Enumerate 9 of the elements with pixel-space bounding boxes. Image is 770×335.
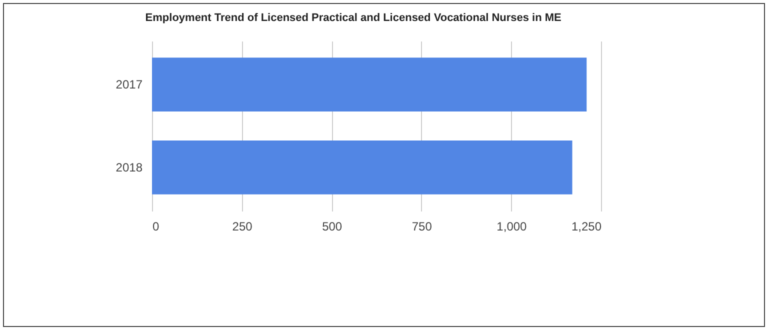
x-tick-label: 500 [322, 220, 342, 234]
chart-title: Employment Trend of Licensed Practical and Licensed Vocational Nurses in ME [145, 12, 562, 24]
x-tick-label: 750 [412, 220, 432, 234]
y-tick-label: 2017 [116, 78, 143, 92]
x-tick-label: 1,000 [496, 220, 528, 234]
x-tick-label: 250 [232, 220, 253, 234]
y-tick-label: 2018 [116, 160, 143, 174]
x-tick-label: 1,250 [571, 220, 602, 234]
x-tick-label: 0 [152, 220, 160, 234]
